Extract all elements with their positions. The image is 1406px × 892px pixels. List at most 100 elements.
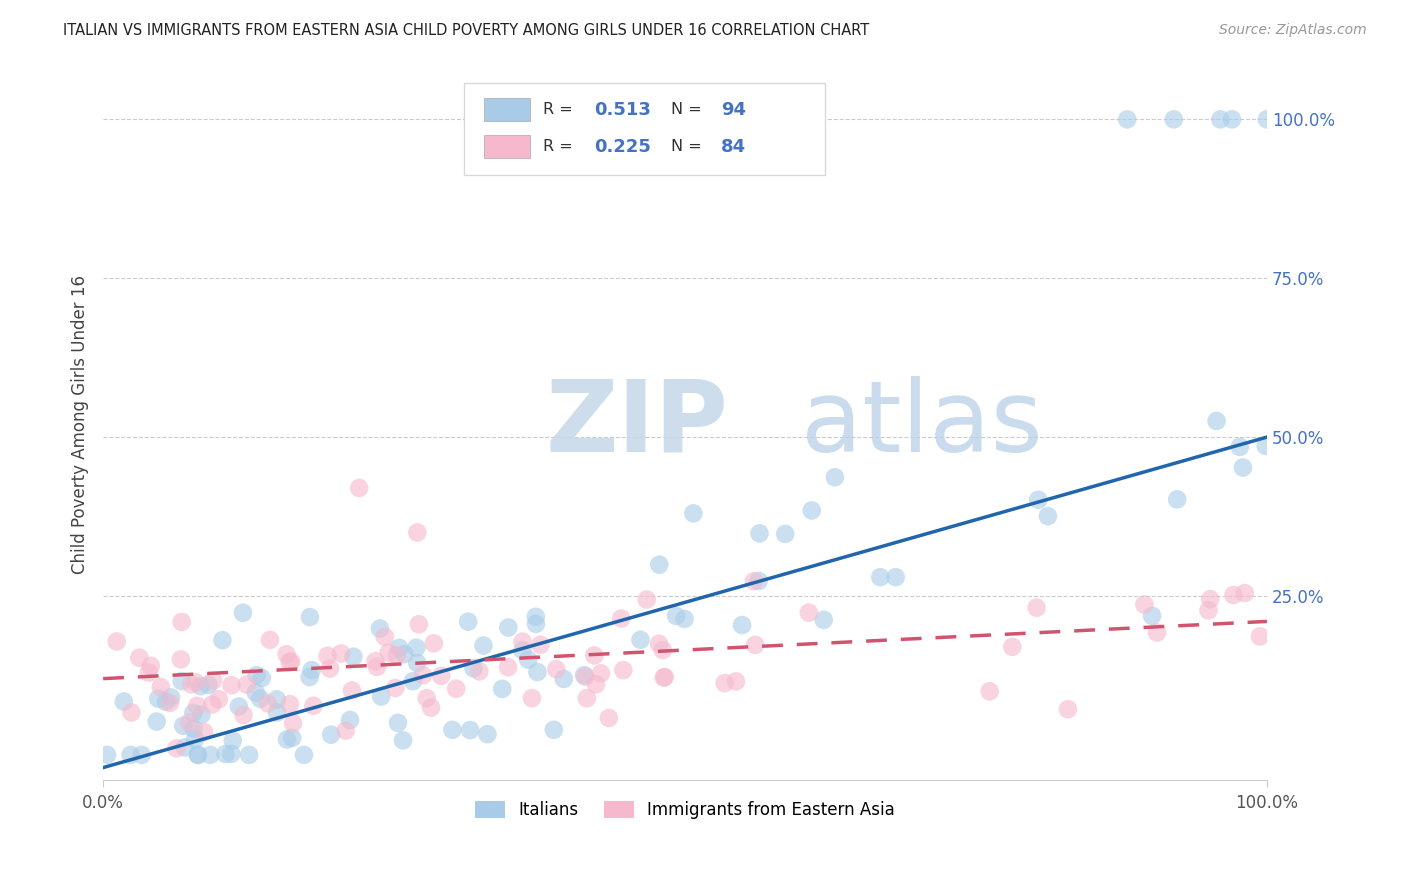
Text: 0.513: 0.513 — [595, 101, 651, 119]
Point — [1256, 112, 1278, 127]
Point — [1254, 439, 1277, 453]
Point — [636, 592, 658, 607]
Point — [648, 558, 671, 572]
Point — [524, 616, 547, 631]
Point — [673, 612, 696, 626]
Point — [652, 671, 675, 685]
Point — [377, 646, 399, 660]
Point — [187, 747, 209, 762]
Point — [280, 655, 302, 669]
Point — [553, 672, 575, 686]
Point — [648, 637, 671, 651]
Point — [384, 681, 406, 695]
Point — [387, 715, 409, 730]
Point — [491, 681, 513, 696]
Point — [651, 643, 673, 657]
Point — [612, 663, 634, 677]
Point — [228, 699, 250, 714]
Point — [1229, 440, 1251, 454]
Point — [180, 677, 202, 691]
Point — [385, 648, 408, 663]
Point — [200, 747, 222, 762]
Point — [186, 698, 208, 713]
Point — [245, 685, 267, 699]
Point — [202, 673, 225, 688]
Point — [713, 676, 735, 690]
Text: R =: R = — [543, 139, 578, 154]
Point — [238, 747, 260, 762]
Point — [1197, 603, 1219, 617]
Point — [138, 665, 160, 680]
Point — [222, 733, 245, 747]
Point — [166, 741, 188, 756]
Point — [183, 722, 205, 736]
Point — [1249, 630, 1271, 644]
Point — [120, 747, 142, 762]
FancyBboxPatch shape — [484, 98, 530, 121]
Point — [585, 677, 607, 691]
Point — [148, 691, 170, 706]
Point — [276, 732, 298, 747]
Point — [813, 613, 835, 627]
Point — [159, 696, 181, 710]
Point — [1205, 414, 1227, 428]
Point — [394, 647, 416, 661]
Point — [665, 608, 688, 623]
Point — [1220, 112, 1243, 127]
Point — [278, 655, 301, 669]
Y-axis label: Child Poverty Among Girls Under 16: Child Poverty Among Girls Under 16 — [72, 275, 89, 574]
Point — [183, 706, 205, 720]
Point — [319, 728, 342, 742]
Point — [257, 697, 280, 711]
Point — [96, 747, 118, 762]
Text: ZIP: ZIP — [546, 376, 728, 473]
Point — [1057, 702, 1080, 716]
Point — [1133, 598, 1156, 612]
Point — [444, 681, 467, 696]
Point — [245, 668, 267, 682]
Point — [797, 606, 820, 620]
Point — [197, 678, 219, 692]
Point — [423, 636, 446, 650]
Point — [1209, 112, 1232, 127]
Point — [281, 731, 304, 745]
Point — [250, 671, 273, 685]
Point — [370, 690, 392, 704]
Point — [187, 747, 209, 762]
Point — [598, 711, 620, 725]
Point — [184, 675, 207, 690]
Point — [160, 690, 183, 705]
Point — [193, 725, 215, 739]
Point — [139, 658, 162, 673]
Point — [374, 630, 396, 644]
Point — [232, 708, 254, 723]
Point — [884, 570, 907, 584]
Point — [190, 679, 212, 693]
Point — [979, 684, 1001, 698]
Point — [302, 698, 325, 713]
Point — [589, 666, 612, 681]
Point — [128, 650, 150, 665]
Point — [1146, 625, 1168, 640]
Point — [301, 663, 323, 677]
Point — [1233, 586, 1256, 600]
Text: 0.225: 0.225 — [595, 138, 651, 156]
Point — [131, 747, 153, 762]
Point — [1232, 460, 1254, 475]
Point — [748, 574, 770, 588]
Point — [366, 660, 388, 674]
Text: N =: N = — [671, 139, 707, 154]
Point — [517, 653, 540, 667]
Point — [281, 716, 304, 731]
Point — [190, 707, 212, 722]
Point — [457, 615, 479, 629]
Point — [155, 695, 177, 709]
Point — [524, 609, 547, 624]
Point — [364, 654, 387, 668]
Point — [498, 620, 520, 634]
Point — [543, 723, 565, 737]
Text: 84: 84 — [721, 138, 747, 156]
Point — [232, 606, 254, 620]
Point — [546, 662, 568, 676]
Point — [105, 634, 128, 648]
